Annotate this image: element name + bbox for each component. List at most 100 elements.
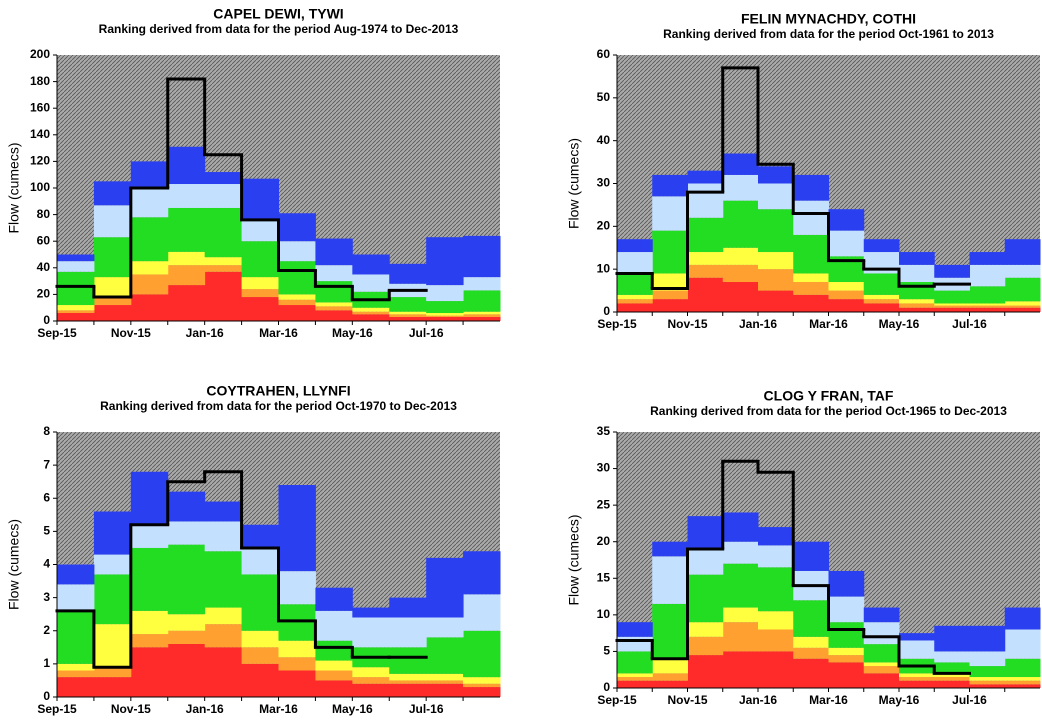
y-tick-label: 7 — [43, 457, 50, 471]
band-segment — [687, 252, 724, 265]
panel-title: CAPEL DEWI, TYWI — [213, 6, 343, 22]
band-segment — [389, 647, 427, 674]
x-tick-label: Jul-16 — [952, 317, 987, 331]
band-segment — [426, 313, 464, 316]
y-tick-label: 100 — [30, 180, 50, 194]
band-segment — [617, 303, 653, 312]
band-segment — [278, 241, 316, 262]
band-segment — [722, 247, 759, 265]
band-segment — [315, 610, 353, 641]
band-segment — [389, 314, 427, 318]
band-segment — [278, 657, 316, 671]
band-segment — [93, 554, 132, 575]
band-segment — [863, 607, 900, 623]
band-segment — [426, 617, 464, 638]
band-segment — [863, 644, 900, 663]
band-segment — [934, 673, 970, 678]
band-segment — [352, 617, 390, 648]
band-segment — [687, 574, 724, 623]
y-tick-label: 6 — [43, 490, 50, 504]
band-segment — [969, 286, 1006, 304]
band-segment — [389, 680, 427, 684]
band-segment — [57, 271, 95, 306]
band-segment — [57, 610, 95, 664]
band-segment — [278, 213, 316, 242]
band-segment — [652, 680, 688, 688]
band-segment — [828, 647, 865, 656]
band-segment — [758, 166, 794, 184]
band-segment — [426, 301, 464, 314]
band-segment — [426, 557, 464, 618]
band-segment — [241, 524, 279, 548]
band-segment — [828, 290, 865, 300]
band-segment — [617, 622, 653, 637]
band-segment — [167, 630, 206, 644]
band-segment — [1004, 684, 1041, 688]
x-tick-label: Sep-15 — [37, 702, 77, 716]
band-segment — [93, 205, 132, 238]
band-segment — [899, 264, 935, 283]
band-segment — [1004, 677, 1041, 681]
band-segment — [758, 290, 794, 312]
band-segment — [57, 254, 95, 262]
band-segment — [1004, 658, 1041, 678]
band-segment — [315, 660, 353, 671]
band-segment — [934, 680, 970, 688]
x-tick-label: Jan-16 — [186, 326, 224, 340]
band-segment — [934, 651, 970, 663]
band-segment — [315, 265, 353, 282]
band-segment — [426, 315, 464, 318]
band-segment — [426, 680, 464, 684]
y-tick-label: 20 — [597, 219, 611, 233]
band-segment — [1004, 277, 1041, 302]
band-segment — [828, 596, 865, 623]
y-axis-label: Flow (cumecs) — [6, 519, 22, 610]
x-tick-label: Sep-15 — [597, 317, 637, 331]
band-segment — [315, 670, 353, 681]
band-segment — [899, 307, 935, 312]
band-segment — [241, 219, 279, 242]
y-tick-label: 2 — [43, 623, 50, 637]
band-segment — [793, 174, 829, 201]
band-segment — [863, 239, 900, 253]
y-tick-label: 30 — [597, 461, 611, 475]
x-tick-label: Jan-16 — [739, 693, 777, 707]
band-segment — [389, 617, 427, 648]
band-segment — [793, 294, 829, 312]
x-tick-label: Mar-16 — [809, 317, 848, 331]
band-segment — [969, 303, 1006, 306]
band-segment — [758, 527, 794, 546]
band-segment — [352, 314, 390, 321]
band-segment — [278, 640, 316, 658]
band-segment — [352, 607, 390, 618]
band-segment — [315, 238, 353, 266]
band-segment — [204, 501, 243, 522]
x-tick-label: Jul-16 — [409, 702, 444, 716]
y-tick-label: 60 — [37, 233, 51, 247]
band-segment — [863, 622, 900, 645]
band-segment — [793, 600, 829, 637]
band-segment — [204, 184, 243, 208]
band-segment — [278, 294, 316, 300]
band-segment — [278, 604, 316, 641]
band-segment — [722, 512, 759, 542]
band-segment — [722, 200, 759, 248]
band-segment — [130, 647, 169, 697]
band-segment — [722, 174, 759, 201]
band-segment — [167, 207, 206, 252]
band-segment — [130, 547, 169, 611]
band-segment — [617, 299, 653, 304]
band-segment — [57, 677, 95, 697]
band-segment — [758, 567, 794, 612]
band-segment — [652, 196, 688, 231]
band-segment — [463, 630, 501, 678]
band-segment — [130, 294, 169, 321]
band-segment — [687, 277, 724, 312]
x-tick-label: Mar-16 — [259, 702, 298, 716]
band-segment — [130, 634, 169, 648]
band-segment — [687, 516, 724, 550]
band-segment — [93, 181, 132, 206]
band-segment — [617, 673, 653, 678]
